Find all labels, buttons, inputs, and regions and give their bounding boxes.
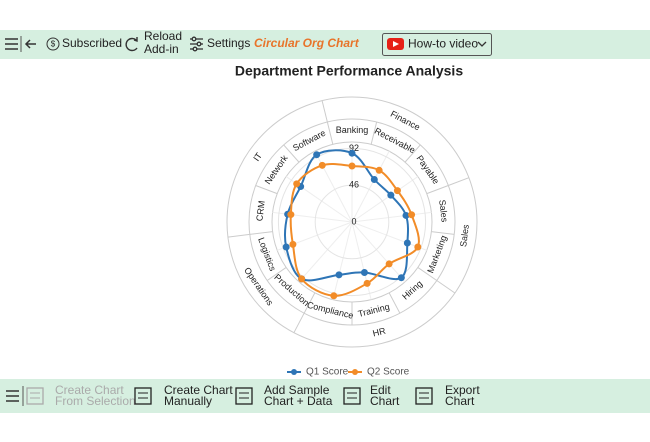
spoke bbox=[298, 221, 353, 283]
reload-button[interactable]: Reload bbox=[144, 29, 182, 43]
r-tick-label: 0 bbox=[351, 216, 356, 226]
toolbar-button[interactable]: Create Chart bbox=[164, 383, 233, 397]
data-point bbox=[408, 211, 416, 219]
video-label: How-to video bbox=[408, 37, 478, 51]
category-label: Sales bbox=[437, 199, 450, 223]
chevron bbox=[477, 41, 487, 47]
app-name: Circular Org Chart bbox=[254, 36, 360, 50]
data-point bbox=[293, 180, 301, 188]
menu-icon[interactable] bbox=[5, 38, 18, 50]
category-divider bbox=[303, 292, 316, 314]
bottom-toolbar bbox=[0, 379, 650, 413]
category-divider bbox=[326, 121, 334, 145]
legend-label[interactable]: Q1 Score bbox=[306, 367, 349, 378]
data-point bbox=[414, 243, 422, 251]
button-icon bbox=[343, 387, 361, 405]
toolbar-button: Create Chart bbox=[55, 383, 124, 397]
category-divider bbox=[255, 185, 278, 195]
menu-icon[interactable] bbox=[6, 390, 19, 402]
toolbar-button[interactable]: Edit bbox=[370, 383, 391, 397]
category-label: Banking bbox=[336, 125, 369, 135]
data-point bbox=[289, 240, 297, 248]
subscribed-button[interactable]: Subscribed bbox=[62, 36, 122, 50]
data-point bbox=[360, 268, 368, 276]
category-divider bbox=[283, 144, 300, 163]
spoke bbox=[332, 221, 353, 300]
data-point bbox=[375, 166, 383, 174]
data-point bbox=[318, 161, 326, 169]
group-divider bbox=[436, 280, 456, 294]
data-point bbox=[287, 211, 295, 219]
data-point bbox=[402, 211, 410, 219]
category-divider bbox=[370, 121, 378, 145]
data-point bbox=[348, 149, 356, 157]
data-point bbox=[370, 175, 378, 183]
data-point bbox=[397, 274, 405, 282]
toolbar-button[interactable]: Chart bbox=[370, 394, 400, 408]
data-point bbox=[387, 191, 395, 199]
category-divider bbox=[404, 144, 421, 163]
category-divider bbox=[431, 231, 455, 235]
group-label: Sales bbox=[458, 223, 471, 247]
legend-label[interactable]: Q2 Score bbox=[367, 367, 410, 378]
reload-icon bbox=[125, 37, 138, 52]
legend-swatch bbox=[291, 369, 297, 375]
settings-icon bbox=[190, 36, 203, 52]
back-icon[interactable] bbox=[24, 39, 36, 49]
legend-swatch bbox=[352, 369, 358, 375]
category-divider bbox=[249, 231, 273, 235]
r-tick-label: 46 bbox=[349, 180, 359, 190]
top-toolbar bbox=[0, 30, 650, 59]
settings-button[interactable]: Settings bbox=[207, 36, 250, 50]
data-point bbox=[335, 271, 343, 279]
data-point bbox=[313, 151, 321, 159]
spoke bbox=[351, 176, 419, 223]
group-divider bbox=[448, 177, 470, 186]
chart-title: Department Performance Analysis bbox=[235, 63, 463, 79]
data-point bbox=[330, 292, 338, 300]
toolbar-button[interactable]: Chart + Data bbox=[264, 394, 333, 408]
category-divider bbox=[417, 267, 438, 281]
data-point bbox=[385, 260, 393, 268]
data-point bbox=[363, 279, 371, 287]
data-point bbox=[393, 187, 401, 195]
category-divider bbox=[426, 185, 449, 195]
grid-circle bbox=[277, 147, 427, 297]
group-label: HR bbox=[372, 326, 388, 339]
video-dropdown[interactable] bbox=[382, 33, 492, 56]
spoke bbox=[351, 221, 427, 251]
toolbar-button: From Selection bbox=[55, 394, 136, 408]
group-divider bbox=[293, 312, 305, 333]
group-divider bbox=[227, 233, 250, 238]
spoke bbox=[351, 221, 406, 283]
r-tick-label: 92 bbox=[349, 143, 359, 153]
button-icon bbox=[26, 387, 44, 405]
toolbar-button[interactable]: Manually bbox=[164, 394, 212, 408]
toolbar-button[interactable]: Export bbox=[445, 383, 480, 397]
spoke bbox=[351, 150, 390, 223]
reload-button[interactable]: Add-in bbox=[144, 42, 179, 56]
grid-circle bbox=[314, 184, 390, 260]
ring bbox=[226, 96, 478, 348]
dollar-sign: $ bbox=[51, 40, 56, 49]
category-label: CRM bbox=[254, 200, 266, 222]
data-point bbox=[403, 239, 411, 247]
play-icon bbox=[393, 41, 399, 47]
button-icon bbox=[235, 387, 253, 405]
group-divider bbox=[321, 100, 328, 123]
data-point bbox=[298, 275, 306, 283]
data-point bbox=[348, 162, 356, 170]
spoke bbox=[351, 211, 432, 223]
button-icon bbox=[415, 387, 433, 405]
toolbar-button[interactable]: Chart bbox=[445, 394, 475, 408]
subscribed-icon bbox=[46, 37, 60, 51]
category-divider bbox=[388, 292, 401, 314]
data-point bbox=[282, 243, 290, 251]
toolbar-button[interactable]: Add Sample bbox=[264, 383, 330, 397]
category-divider bbox=[266, 267, 287, 281]
button-icon bbox=[134, 387, 152, 405]
